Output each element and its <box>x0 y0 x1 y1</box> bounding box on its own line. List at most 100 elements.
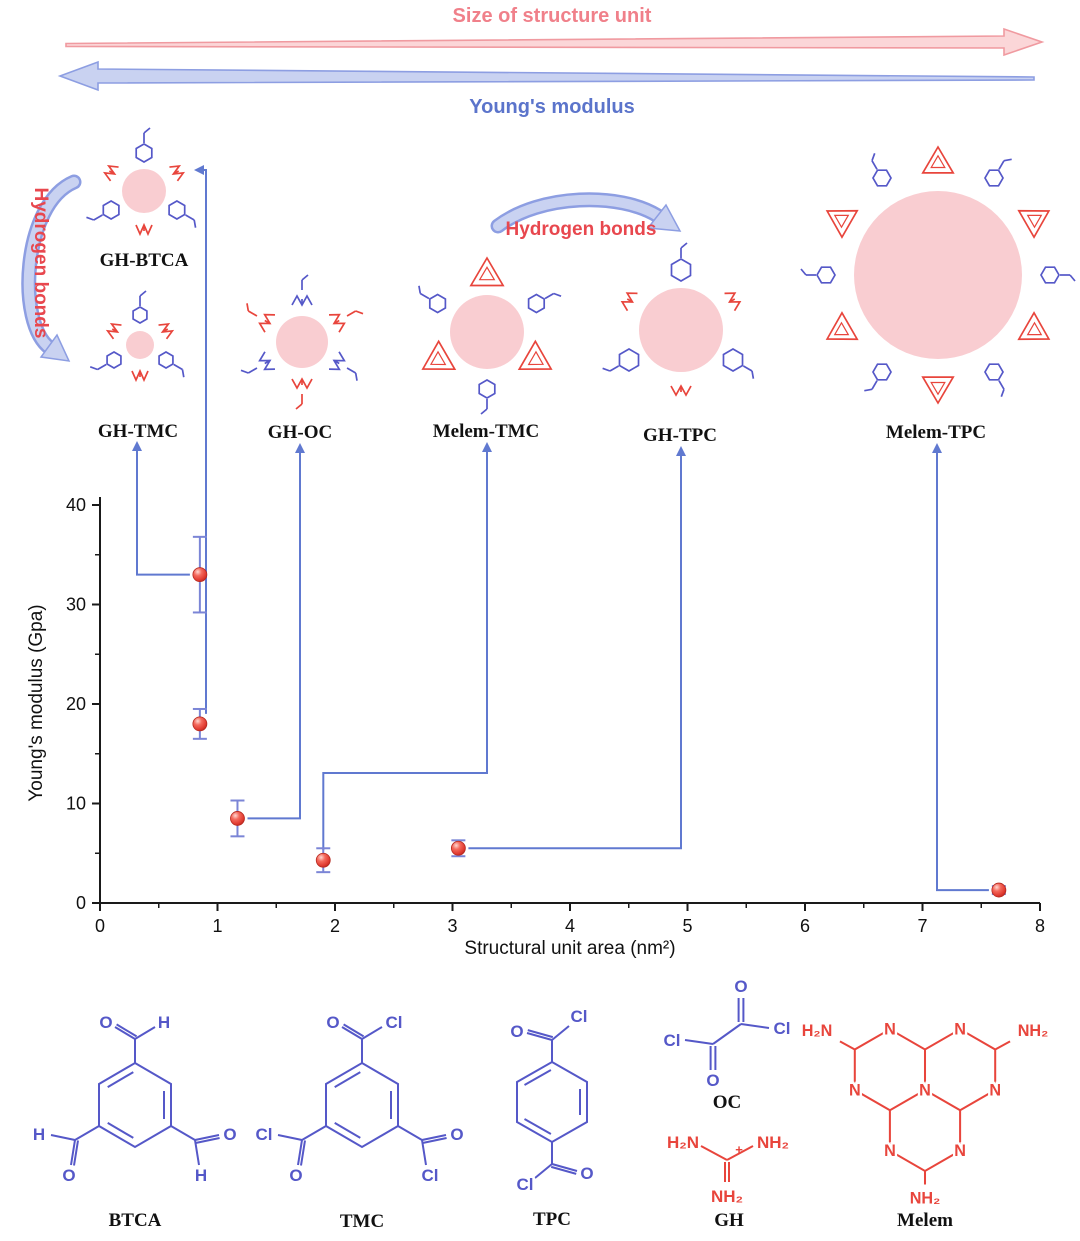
hydrogen-bonds-label-left: Hydrogen bonds <box>30 187 51 339</box>
molecule-oc: Cl O O Cl <box>661 975 793 1093</box>
macrocycle-motif <box>135 222 153 237</box>
structure-label-gh-tpc: GH-TPC <box>643 425 717 446</box>
cavity-circle <box>639 288 723 372</box>
macrocycle-motif <box>670 242 692 282</box>
data-points-group <box>192 535 1007 898</box>
connector-line <box>247 451 301 820</box>
macrocycle-motif <box>158 351 185 378</box>
macrocycle-motif <box>1040 266 1076 284</box>
macrocycle-motif <box>724 292 742 312</box>
macrocycle-motif <box>921 145 955 174</box>
molecule-tmc: O Cl Cl O O Cl <box>253 1011 466 1188</box>
data-point <box>192 716 208 732</box>
connector-line <box>136 449 190 576</box>
structure-label-melem-tmc: Melem-TMC <box>432 421 540 442</box>
atom-O: O <box>223 1125 236 1144</box>
x-axis-label: Structural unit area (nm²) <box>464 938 676 959</box>
molecule-label-oc: OC <box>712 1092 742 1113</box>
x-tick-label: 1 <box>212 916 222 936</box>
x-tick-label: 6 <box>800 916 810 936</box>
macrocycle-motif <box>240 351 275 374</box>
cavity-circle <box>450 295 524 369</box>
macrocycle-motif <box>478 379 496 415</box>
x-tick-label: 3 <box>447 916 457 936</box>
connector-arrowhead <box>295 443 305 453</box>
connector-arrowhead <box>482 442 492 452</box>
macrocycle-motif <box>1017 311 1051 341</box>
molecule-btca: O H H O O H <box>30 1011 239 1188</box>
connector-line <box>202 169 207 714</box>
macrocycle-motif <box>722 348 755 379</box>
atom-N: N <box>954 1021 966 1039</box>
macrocycle-motif <box>291 274 313 307</box>
atom-Cl: Cl <box>256 1125 273 1144</box>
data-point <box>192 567 208 583</box>
atom-Cl: Cl <box>664 1031 681 1050</box>
macrocycle-structures-group <box>86 127 1076 415</box>
atom-O: O <box>510 1022 523 1041</box>
macrocycle-motif <box>921 376 955 405</box>
atom-H2N: H₂N <box>667 1133 699 1152</box>
atom-O: O <box>734 977 747 996</box>
plus-charge: + <box>735 1142 743 1157</box>
top-arrows-group <box>21 27 1045 362</box>
atom-O: O <box>289 1166 302 1185</box>
macrocycle-motif <box>984 158 1012 187</box>
molecule-label-melem: Melem <box>897 1210 953 1231</box>
connector-arrowhead <box>676 446 686 456</box>
y-tick-label: 30 <box>66 595 86 615</box>
atom-H2N: H₂N <box>802 1022 833 1040</box>
macrocycle-motif <box>86 200 120 221</box>
atom-Cl: Cl <box>517 1175 534 1194</box>
x-tick-label: 0 <box>95 916 105 936</box>
macrocycle-motif <box>527 292 562 314</box>
macrocycle-motif <box>1017 209 1051 239</box>
y-tick-label: 40 <box>66 495 86 515</box>
macrocycle-motif <box>131 368 149 383</box>
atom-O: O <box>706 1071 719 1090</box>
atom-N: N <box>919 1081 931 1099</box>
molecule-label-tmc: TMC <box>339 1211 385 1232</box>
x-tick-label: 4 <box>565 916 575 936</box>
atom-Cl: Cl <box>422 1166 439 1185</box>
macrocycle-motif <box>418 285 447 314</box>
modulus-arrow-title: Young's modulus <box>469 96 635 118</box>
macrocycle-motif <box>602 348 640 372</box>
hydrogen-bonds-arrow-left-head <box>39 333 71 362</box>
cavity-circle <box>276 316 328 368</box>
connector-lines-group <box>132 165 989 892</box>
structure-label-gh-tmc: GH-TMC <box>97 421 179 442</box>
chart-axes-group: 0 1 2 3 4 5 6 7 8 0 10 20 30 40 <box>66 495 1045 936</box>
macrocycle-motif <box>169 164 186 182</box>
macrocycle-motif <box>329 351 358 381</box>
x-tick-label: 8 <box>1035 916 1045 936</box>
atom-N: N <box>849 1081 861 1099</box>
building-block-molecules-group: O H H O O H <box>30 975 1050 1210</box>
y-tick-label: 10 <box>66 794 86 814</box>
connector-arrowhead <box>194 165 204 175</box>
y-tick-label: 20 <box>66 694 86 714</box>
atom-O: O <box>580 1164 593 1183</box>
molecule-tpc: O Cl O Cl <box>508 1005 596 1197</box>
molecule-label-tpc: TPC <box>533 1209 571 1230</box>
data-point <box>450 840 466 856</box>
macrocycle-motif <box>670 384 692 397</box>
macrocycle-motif <box>825 209 859 239</box>
connector-line <box>322 450 488 851</box>
data-point <box>991 882 1007 898</box>
connector-line <box>468 454 682 850</box>
atom-O: O <box>326 1013 339 1032</box>
atom-N: N <box>884 1021 896 1039</box>
atom-H: H <box>158 1013 170 1032</box>
macrocycle-motif <box>158 322 175 340</box>
atom-N: N <box>884 1142 896 1160</box>
macrocycle-motif <box>291 377 313 410</box>
data-point <box>230 811 245 826</box>
axes <box>99 497 1040 904</box>
cavity-circle <box>122 169 166 213</box>
x-tick-label: 7 <box>917 916 927 936</box>
macrocycle-motif <box>871 153 892 187</box>
macrocycle-motif <box>89 351 122 371</box>
